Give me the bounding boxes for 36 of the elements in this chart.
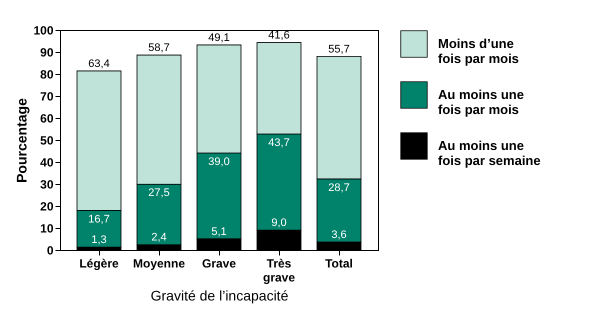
y-tick-label: 100 [33, 24, 54, 38]
data-label: 49,1 [208, 32, 230, 44]
y-tick-label: 70 [40, 90, 54, 104]
y-tick-label: 50 [40, 134, 54, 148]
x-tick-label: Grave [202, 256, 236, 270]
data-label: 16,7 [88, 213, 110, 226]
data-label: 39,0 [208, 156, 230, 168]
y-tick-label: 60 [40, 112, 54, 126]
data-label: 41,6 [268, 30, 290, 42]
y-tick-label: 40 [40, 156, 54, 170]
x-tick-label: Total [325, 256, 353, 270]
x-tick-label: Très grave [262, 256, 296, 284]
y-axis-title: Pourcentage [13, 98, 30, 183]
data-label: 9,0 [271, 217, 287, 230]
x-tick-label: Légère [79, 256, 119, 270]
data-label: 63,4 [88, 58, 110, 70]
data-label: 3,6 [331, 229, 347, 242]
data-label: 27,5 [148, 187, 170, 200]
data-label: 28,7 [328, 182, 350, 194]
legend-label: Moins d’une fois par mois [438, 36, 519, 66]
x-axis-title: Gravité de l’incapacité [150, 288, 289, 304]
data-label: 43,7 [268, 137, 290, 150]
legend-label: Au moins une fois par mois [438, 87, 524, 117]
y-tick-label: 90 [40, 46, 54, 60]
y-tick-label: 0 [46, 244, 54, 258]
data-label: 5,1 [211, 226, 227, 238]
legend-label: Au moins une fois par semaine [438, 138, 541, 168]
y-tick-label: 20 [40, 200, 54, 214]
data-label: 2,4 [151, 232, 167, 244]
y-tick-label: 10 [40, 222, 54, 236]
data-label: 1,3 [91, 234, 107, 246]
data-label: 58,7 [148, 42, 170, 54]
data-label: 55,7 [328, 43, 350, 56]
x-tick-label: Moyenne [132, 256, 186, 270]
y-tick-label: 30 [40, 178, 54, 192]
y-tick-label: 80 [40, 68, 54, 82]
